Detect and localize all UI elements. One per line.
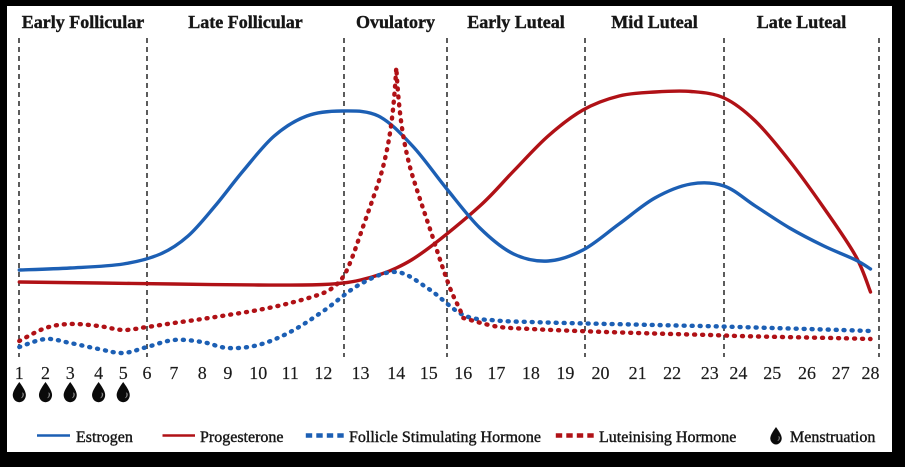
svg-text:7: 7 — [169, 363, 178, 383]
svg-text:24: 24 — [729, 363, 747, 383]
svg-text:5: 5 — [119, 363, 128, 383]
svg-text:13: 13 — [352, 363, 370, 383]
svg-text:3: 3 — [66, 363, 75, 383]
svg-text:10: 10 — [249, 363, 267, 383]
svg-text:19: 19 — [556, 363, 574, 383]
svg-text:Progesterone: Progesterone — [200, 429, 284, 446]
svg-text:14: 14 — [387, 363, 405, 383]
svg-text:12: 12 — [314, 363, 332, 383]
svg-text:18: 18 — [522, 363, 540, 383]
svg-text:9: 9 — [223, 363, 232, 383]
svg-text:21: 21 — [629, 363, 647, 383]
svg-text:1: 1 — [15, 363, 24, 383]
svg-text:Early Luteal: Early Luteal — [467, 12, 565, 32]
svg-text:20: 20 — [592, 363, 610, 383]
svg-text:16: 16 — [454, 363, 472, 383]
svg-text:Luteinising Hormone: Luteinising Hormone — [599, 429, 736, 446]
svg-text:8: 8 — [198, 363, 207, 383]
svg-text:6: 6 — [143, 363, 152, 383]
svg-text:Follicle Stimulating Hormone: Follicle Stimulating Hormone — [349, 429, 541, 446]
svg-text:17: 17 — [487, 363, 505, 383]
svg-text:Late Luteal: Late Luteal — [757, 12, 847, 32]
svg-text:Estrogen: Estrogen — [76, 429, 133, 446]
svg-text:Menstruation: Menstruation — [790, 429, 875, 446]
svg-text:Mid Luteal: Mid Luteal — [611, 12, 698, 32]
svg-text:26: 26 — [798, 363, 816, 383]
svg-text:11: 11 — [282, 363, 299, 383]
svg-text:Late Follicular: Late Follicular — [188, 12, 302, 32]
svg-text:15: 15 — [420, 363, 438, 383]
svg-text:Ovulatory: Ovulatory — [356, 12, 435, 32]
svg-text:Early Follicular: Early Follicular — [22, 12, 144, 32]
svg-text:25: 25 — [763, 363, 781, 383]
svg-text:22: 22 — [663, 363, 681, 383]
svg-text:28: 28 — [862, 363, 880, 383]
svg-text:2: 2 — [41, 363, 50, 383]
svg-text:27: 27 — [832, 363, 850, 383]
svg-text:4: 4 — [94, 363, 103, 383]
svg-text:23: 23 — [701, 363, 719, 383]
